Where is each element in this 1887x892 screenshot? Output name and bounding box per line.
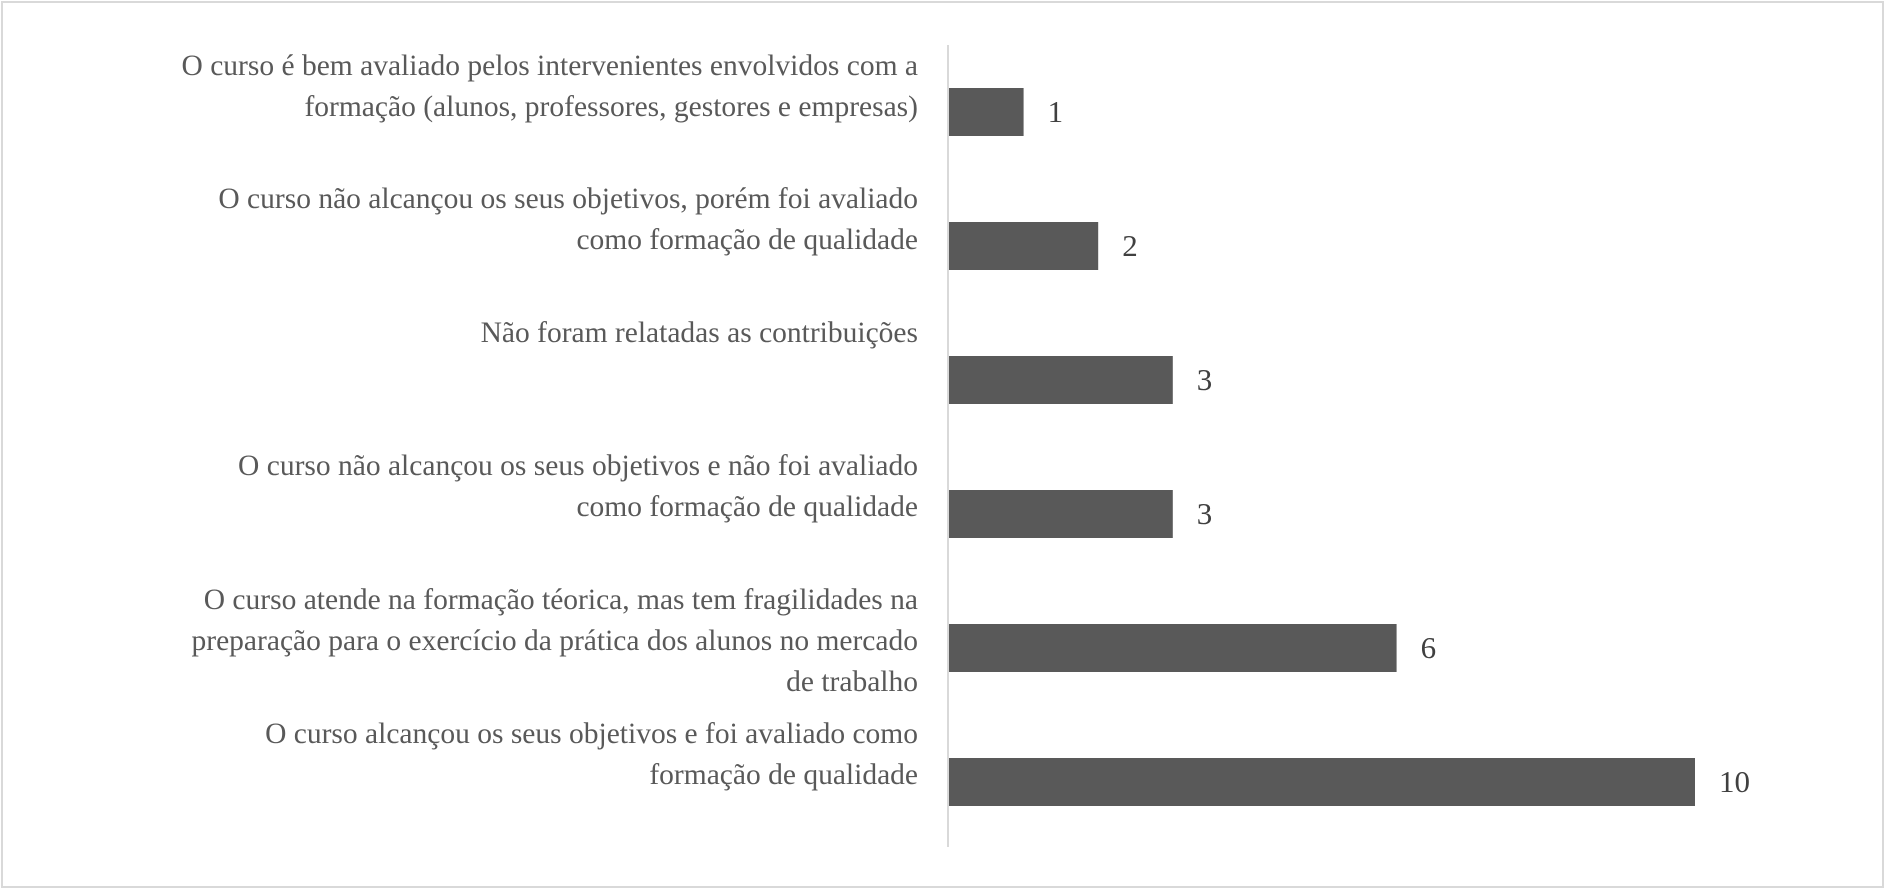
data-label: 1 [1048, 94, 1064, 129]
category-label: Não foram relatadas as contribuições [480, 317, 918, 349]
data-labels-group: 1 2 3 3 6 10 [1048, 94, 1750, 799]
bar [949, 88, 1024, 136]
data-label: 10 [1719, 764, 1750, 799]
category-label: O curso não alcançou os seus objetivos e… [238, 450, 918, 523]
bar [949, 356, 1173, 404]
data-label: 2 [1122, 228, 1138, 263]
bar [949, 624, 1397, 672]
bar [949, 222, 1099, 270]
data-label: 6 [1421, 630, 1437, 665]
bar [949, 490, 1173, 538]
data-label: 3 [1197, 362, 1213, 397]
category-label: O curso alcançou os seus objetivos e foi… [265, 718, 918, 791]
category-label: O curso não alcançou os seus objetivos, … [218, 183, 918, 256]
category-label: O curso é bem avaliado pelos intervenien… [181, 50, 918, 123]
category-label: O curso atende na formação téorica, mas … [191, 584, 918, 698]
bars-group [949, 88, 1695, 806]
bar [949, 758, 1695, 806]
data-label: 3 [1197, 496, 1213, 531]
